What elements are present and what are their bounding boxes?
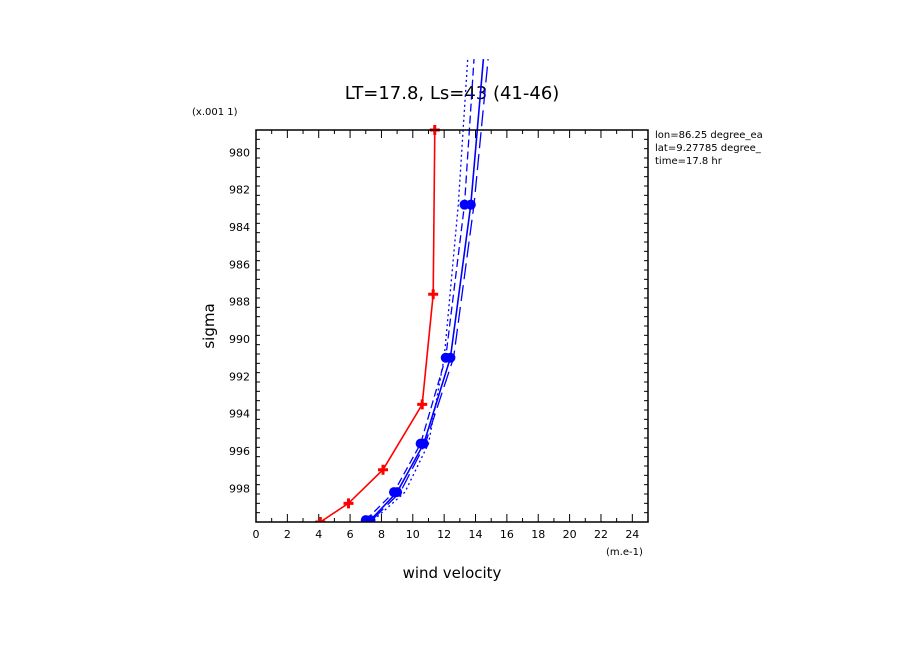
x-tick-label: 0 xyxy=(253,528,260,541)
data-point xyxy=(343,498,354,509)
x-tick-label: 24 xyxy=(625,528,639,541)
axis-ticks: 0 2 4 6 8 10 12 14 16 18 20 22 249809829849869889909… xyxy=(229,130,649,541)
data-point xyxy=(315,517,326,522)
series-2 xyxy=(360,59,475,522)
chart-title: LT=17.8, Ls=43 (41-46) xyxy=(345,83,560,104)
y-tick-label: 988 xyxy=(229,296,250,309)
data-point xyxy=(459,199,470,210)
series-4 xyxy=(371,59,489,521)
y-axis-label: sigma xyxy=(200,303,218,348)
y-tick-label: 980 xyxy=(229,146,250,159)
series-1 xyxy=(365,59,485,522)
info-lat: lat=9.27785 degree_ xyxy=(655,143,762,154)
x-axis-label: wind velocity xyxy=(403,564,502,582)
series-layer xyxy=(315,59,489,522)
x-tick-label: 6 xyxy=(347,528,354,541)
data-point xyxy=(428,289,439,300)
y-tick-label: 984 xyxy=(229,221,250,234)
y-tick-label: 982 xyxy=(229,184,250,197)
y-tick-label: 994 xyxy=(229,408,250,421)
data-point xyxy=(417,399,428,410)
y-tick-label: 986 xyxy=(229,258,250,271)
data-point xyxy=(378,464,389,475)
series-3 xyxy=(373,59,469,521)
x-axis-unit: (m.e-1) xyxy=(606,547,643,558)
series-line xyxy=(319,129,436,522)
x-tick-label: 4 xyxy=(315,528,322,541)
x-tick-label: 2 xyxy=(284,528,291,541)
series-0 xyxy=(315,125,440,522)
x-tick-label: 10 xyxy=(406,528,420,541)
data-point xyxy=(388,487,399,498)
y-tick-label: 992 xyxy=(229,370,250,383)
info-lon: lon=86.25 degree_ea xyxy=(655,130,763,141)
series-line xyxy=(369,59,485,521)
y-tick-label: 990 xyxy=(229,333,250,346)
x-tick-label: 12 xyxy=(437,528,451,541)
series-line xyxy=(371,59,489,521)
x-tick-label: 20 xyxy=(563,528,577,541)
data-point xyxy=(440,352,451,363)
x-tick-label: 8 xyxy=(378,528,385,541)
y-tick-label: 998 xyxy=(229,482,250,495)
x-tick-label: 18 xyxy=(531,528,545,541)
info-time: time=17.8 hr xyxy=(655,156,723,167)
y-tick-label: 996 xyxy=(229,445,250,458)
y-axis-unit: (x.001 1) xyxy=(192,107,238,118)
series-line xyxy=(373,59,469,521)
data-point xyxy=(360,515,371,522)
x-tick-label: 22 xyxy=(594,528,608,541)
series-line xyxy=(365,59,475,521)
x-tick-label: 14 xyxy=(469,528,483,541)
x-tick-label: 16 xyxy=(500,528,514,541)
data-point xyxy=(415,438,426,449)
plot-frame xyxy=(255,129,649,523)
